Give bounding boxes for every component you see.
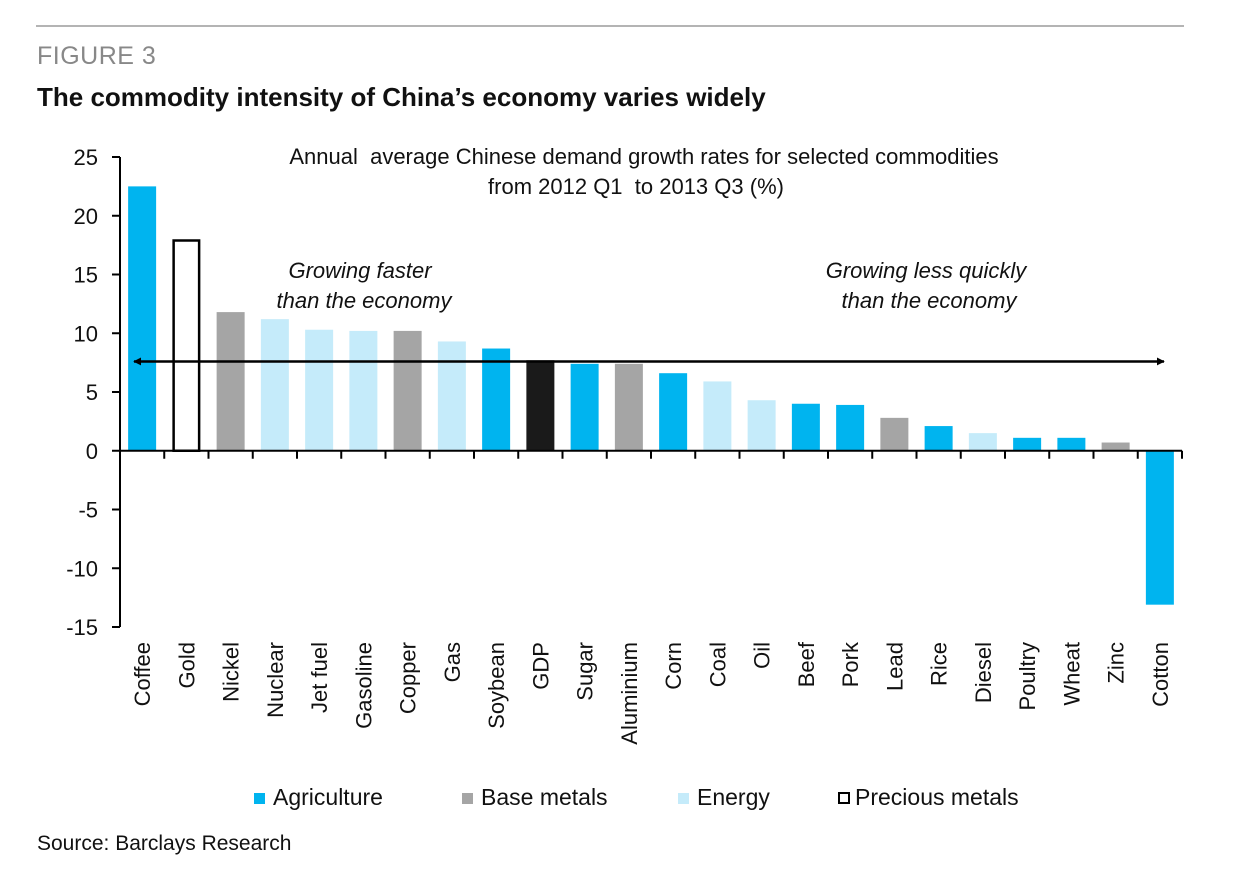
y-tick-label: 0 xyxy=(86,439,98,464)
top-rule xyxy=(36,25,1184,27)
bar-nickel xyxy=(216,312,245,451)
y-tick-label: 10 xyxy=(74,321,98,346)
x-tick-label-zinc: Zinc xyxy=(1104,642,1129,684)
figure-title: The commodity intensity of China’s econo… xyxy=(37,82,766,112)
bar-nuclear xyxy=(260,319,289,451)
x-tick-label-soybean: Soybean xyxy=(484,642,509,729)
x-tick-label-coal: Coal xyxy=(705,642,730,687)
legend-swatch-agriculture xyxy=(254,793,265,804)
bar-coffee xyxy=(128,186,157,451)
y-tick-label: 5 xyxy=(86,380,98,405)
x-tick-label-poultry: Poultry xyxy=(1015,642,1040,710)
bar-cotton xyxy=(1145,450,1174,605)
x-tick-label-copper: Copper xyxy=(396,642,421,714)
legend-swatch-base-metals xyxy=(462,793,473,804)
bar-copper xyxy=(393,330,422,451)
x-tick-label-oil: Oil xyxy=(750,642,775,669)
legend-label-precious-metals: Precious metals xyxy=(855,784,1019,810)
x-tick-label-jet-fuel: Jet fuel xyxy=(307,642,332,713)
bar-oil xyxy=(747,400,776,451)
bar-zinc xyxy=(1101,442,1130,451)
x-tick-label-cotton: Cotton xyxy=(1148,642,1173,707)
bar-group xyxy=(128,186,1174,605)
x-tick-label-lead: Lead xyxy=(882,642,907,691)
legend-item-agriculture: Agriculture xyxy=(254,782,383,812)
bar-corn xyxy=(659,373,688,451)
legend-swatch-precious-metals xyxy=(838,792,850,804)
chart-title: Annual average Chinese demand growth rat… xyxy=(289,144,998,169)
bar-rice xyxy=(924,426,953,451)
bar-aluminium xyxy=(614,363,643,451)
source-note: Source: Barclays Research xyxy=(37,832,292,855)
bar-sugar xyxy=(570,363,599,451)
legend-label-agriculture: Agriculture xyxy=(273,784,383,810)
y-tick-label: -15 xyxy=(66,615,98,640)
bar-pork xyxy=(836,404,865,451)
chart-subtitle: from 2012 Q1 to 2013 Q3 (%) xyxy=(488,174,784,199)
legend-item-energy: Energy xyxy=(678,782,770,812)
legend-label-base-metals: Base metals xyxy=(481,784,608,810)
bar-lead xyxy=(880,417,909,451)
y-tick-labels: 25 20 15 10 5 0 -5 -10 -15 xyxy=(66,145,98,640)
y-tick-label: 15 xyxy=(74,263,98,288)
x-tick-label-gdp: GDP xyxy=(528,642,553,690)
annotation-slower-line2: than the economy xyxy=(842,288,1019,313)
legend-swatch-energy xyxy=(678,793,689,804)
figure-label: FIGURE 3 xyxy=(37,42,157,70)
legend: Agriculture Base metals Energy Precious … xyxy=(0,782,1246,814)
legend-label-energy: Energy xyxy=(697,784,770,810)
x-tick-label-diesel: Diesel xyxy=(971,642,996,703)
axes xyxy=(112,156,1183,628)
y-tick-label: -10 xyxy=(66,556,98,581)
x-tick-label-sugar: Sugar xyxy=(573,642,598,701)
bar-coal xyxy=(703,381,732,451)
x-tick-label-corn: Corn xyxy=(661,642,686,690)
annotation-faster-line1: Growing faster xyxy=(288,258,433,283)
x-tick-label-gas: Gas xyxy=(440,642,465,682)
bar-gasoline xyxy=(349,330,378,451)
x-tick-label-coffee: Coffee xyxy=(130,642,155,706)
x-tick-labels: Coffee Gold Nickel Nuclear Jet fuel Gasoline C… xyxy=(130,641,1173,745)
legend-item-base-metals: Base metals xyxy=(462,782,608,812)
x-tick-label-nuclear: Nuclear xyxy=(263,642,288,718)
bar-diesel xyxy=(968,433,997,451)
x-tick-label-gold: Gold xyxy=(174,642,199,688)
x-tick-label-aluminium: Aluminium xyxy=(617,642,642,745)
bar-soybean xyxy=(482,348,511,451)
x-tick-label-rice: Rice xyxy=(927,642,952,686)
bar-gold xyxy=(172,239,201,452)
bar-wheat xyxy=(1057,437,1086,451)
x-tick-label-nickel: Nickel xyxy=(219,642,244,702)
x-tick-label-gasoline: Gasoline xyxy=(351,642,376,729)
x-tick-label-beef: Beef xyxy=(794,641,819,687)
legend-item-precious-metals: Precious metals xyxy=(838,782,1019,812)
bar-beef xyxy=(791,403,820,451)
bar-gas xyxy=(437,341,466,451)
y-tick-label: 20 xyxy=(74,204,98,229)
x-tick-label-pork: Pork xyxy=(838,641,863,687)
y-tick-label: 25 xyxy=(74,145,98,170)
annotation-faster-line2: than the economy xyxy=(277,288,454,313)
bar-gdp xyxy=(526,360,555,451)
bar-jet-fuel xyxy=(305,329,334,451)
x-tick-label-wheat: Wheat xyxy=(1059,642,1084,706)
y-tick-label: -5 xyxy=(78,498,98,523)
bar-poultry xyxy=(1013,437,1042,451)
bar-chart: Annual average Chinese demand growth rat… xyxy=(66,144,1183,745)
annotation-slower-line1: Growing less quickly xyxy=(826,258,1029,283)
